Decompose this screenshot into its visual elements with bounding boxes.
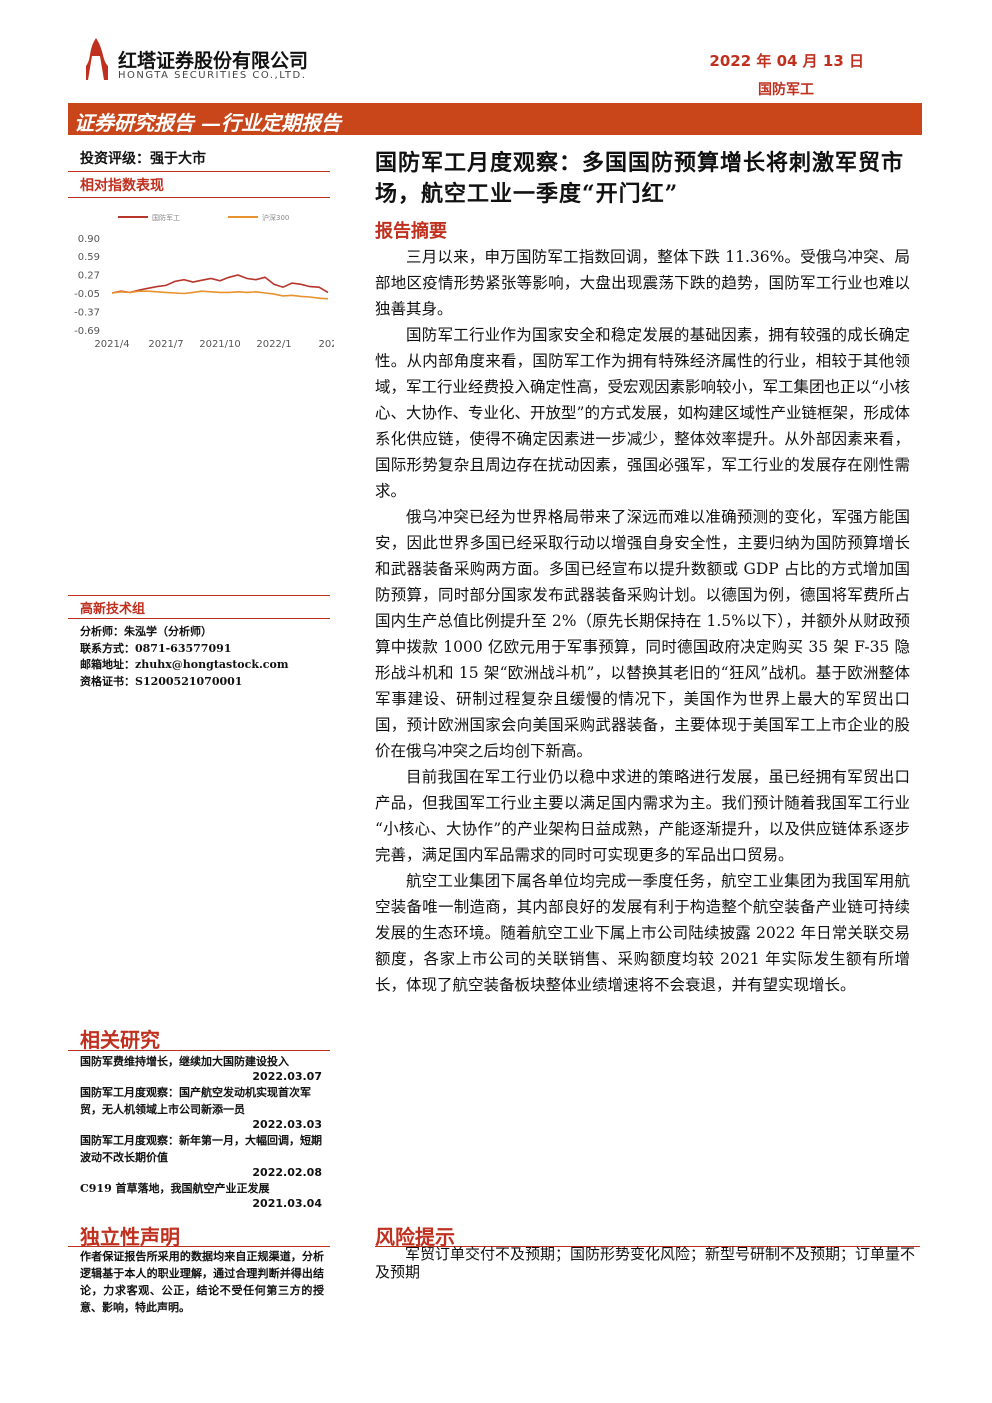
paragraph: 俄乌冲突已经为世界格局带来了深远而难以准确预测的变化，军强方能国安，因此世界多国…	[375, 508, 910, 760]
rule	[375, 1246, 920, 1247]
team-line: 联系方式：0871-63577091	[80, 641, 232, 655]
summary-body: 三月以来，申万国防军工指数回调，整体下跌 11.36%。受俄乌冲突、局部地区疫情…	[375, 244, 910, 998]
rating: 投资评级：强于大市	[80, 151, 206, 167]
y-tick-label: 0.59	[78, 252, 100, 263]
logo-mark	[86, 38, 108, 80]
statement-heading: 独立性声明	[80, 1225, 180, 1249]
paragraph: 航空工业集团下属各单位均完成一季度任务，航空工业集团为我国军用航空装备唯一制造商…	[375, 872, 910, 994]
legend-label: 沪深300	[262, 213, 289, 222]
paragraph: 目前我国在军工行业仍以稳中求进的策略进行发展，虽已经拥有军贸出口产品，但我国军工…	[375, 768, 910, 864]
related-title: 国防军工月度观察：国产航空发动机实现首次军贸，无人机领域上市公司新添一员	[80, 1086, 311, 1116]
x-tick-label: 2022/1	[256, 339, 291, 350]
team-line: 邮箱地址：zhuhx@hongtastock.com	[80, 658, 289, 671]
rule	[68, 197, 330, 198]
report-title: 国防军工月度观察：多国国防预算增长将刺激军贸市场，航空工业一季度“开门红”	[375, 150, 905, 207]
series-line	[111, 274, 329, 294]
rule	[68, 1050, 330, 1051]
chart-heading: 相对指数表现	[80, 178, 164, 194]
related-date: 2022.03.07	[252, 1070, 322, 1083]
related-title: C919 首草落地，我国航空产业正发展	[80, 1182, 270, 1195]
company-name-en: HONGTA SECURITIES CO.,LTD.	[118, 70, 307, 81]
risk-heading: 风险提示	[375, 1225, 455, 1249]
banner	[68, 103, 922, 135]
related-date: 2022.03.03	[252, 1118, 322, 1131]
related-list: 国防军费维持增长，继续加大国防建设投入 2022.03.07 国防军工月度观察：国产…	[80, 1053, 322, 1211]
x-tick-label: 2021/4	[94, 339, 129, 350]
x-tick-label: 202	[318, 339, 334, 350]
x-tick-label: 2021/10	[199, 339, 241, 350]
rule	[68, 618, 330, 619]
related-date: 2022.02.08	[252, 1166, 322, 1179]
team-info: 分析师：朱泓学（分析师） 联系方式：0871-63577091 邮箱地址：zhuhx…	[80, 624, 330, 690]
y-tick-label: -0.05	[74, 289, 100, 300]
statement-text: 作者保证报告所采用的数据均来自正规渠道，分析逻辑基于本人的职业理解，通过合理判断…	[80, 1250, 324, 1314]
rule	[68, 595, 330, 596]
chart: 国防军工 沪深300 0.90 0.59 0.27 -0.05 -0.37 -0.69 2021…	[74, 213, 334, 350]
rule	[68, 1246, 330, 1247]
team-line: 分析师：朱泓学（分析师）	[80, 625, 212, 638]
y-tick-label: 0.90	[78, 234, 100, 245]
industry: 国防军工	[758, 82, 814, 98]
team-line: 资格证书：S1200521070001	[80, 674, 243, 688]
related-title: 国防军费维持增长，继续加大国防建设投入	[80, 1055, 289, 1068]
related-date: 2021.03.04	[252, 1197, 322, 1210]
report-date: 2022 年 04 月 13 日	[709, 52, 864, 70]
related-heading: 相关研究	[80, 1028, 160, 1052]
risk-text: 军贸订单交付不及预期；国防形势变化风险；新型号研制不及预期；订单量不及预期	[375, 1245, 916, 1281]
paragraph: 三月以来，申万国防军工指数回调，整体下跌 11.36%。受俄乌冲突、局部地区疫情…	[375, 248, 910, 318]
team-group: 高新技术组	[80, 602, 146, 617]
related-title: 国防军工月度观察：新年第一月，大幅回调，短期波动不改长期价值	[80, 1134, 322, 1164]
series-line	[111, 290, 329, 300]
summary-heading: 报告摘要	[375, 221, 447, 242]
y-tick-label: 0.27	[78, 270, 100, 281]
paragraph: 国防军工行业作为国家安全和稳定发展的基础因素，拥有较强的成长确定性。从内部角度来…	[375, 326, 910, 500]
x-tick-label: 2021/7	[148, 339, 183, 350]
legend-label: 国防军工	[152, 213, 180, 222]
y-tick-label: -0.69	[74, 326, 100, 337]
banner-text: 证券研究报告 —行业定期报告	[74, 111, 341, 135]
rule	[68, 171, 330, 172]
y-tick-label: -0.37	[74, 307, 100, 318]
company-name: 红塔证券股份有限公司	[118, 50, 309, 72]
